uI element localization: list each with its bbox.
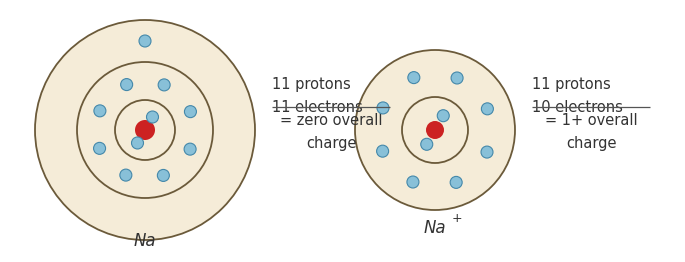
Text: 10 electrons: 10 electrons	[532, 100, 623, 115]
Circle shape	[355, 50, 515, 210]
Text: charge: charge	[566, 136, 616, 151]
Circle shape	[147, 111, 158, 123]
Circle shape	[158, 170, 169, 181]
Circle shape	[407, 176, 419, 188]
Circle shape	[450, 176, 462, 188]
Text: charge: charge	[306, 136, 356, 151]
Circle shape	[421, 138, 433, 150]
Text: 11 protons: 11 protons	[272, 77, 351, 92]
Text: 11 electrons: 11 electrons	[272, 100, 363, 115]
Text: = 1+ overall: = 1+ overall	[545, 113, 637, 128]
Circle shape	[451, 72, 463, 84]
Circle shape	[94, 142, 105, 154]
Circle shape	[377, 145, 388, 157]
Circle shape	[482, 103, 493, 115]
Circle shape	[77, 62, 213, 198]
Circle shape	[120, 169, 132, 181]
Circle shape	[158, 79, 170, 91]
Circle shape	[139, 35, 151, 47]
Circle shape	[135, 120, 155, 140]
Text: 11 protons: 11 protons	[532, 77, 611, 92]
Circle shape	[115, 100, 175, 160]
Circle shape	[402, 97, 468, 163]
Circle shape	[426, 121, 444, 139]
Circle shape	[121, 79, 133, 91]
Circle shape	[437, 110, 449, 122]
Circle shape	[35, 20, 255, 240]
Text: +: +	[451, 212, 462, 225]
Circle shape	[377, 102, 389, 114]
Text: = zero overall: = zero overall	[279, 113, 382, 128]
Text: Na: Na	[134, 232, 156, 250]
Text: Na: Na	[424, 219, 447, 237]
Circle shape	[408, 72, 420, 84]
Circle shape	[184, 106, 197, 118]
Circle shape	[94, 105, 106, 117]
Circle shape	[184, 143, 196, 155]
Circle shape	[481, 146, 493, 158]
Circle shape	[132, 137, 143, 149]
